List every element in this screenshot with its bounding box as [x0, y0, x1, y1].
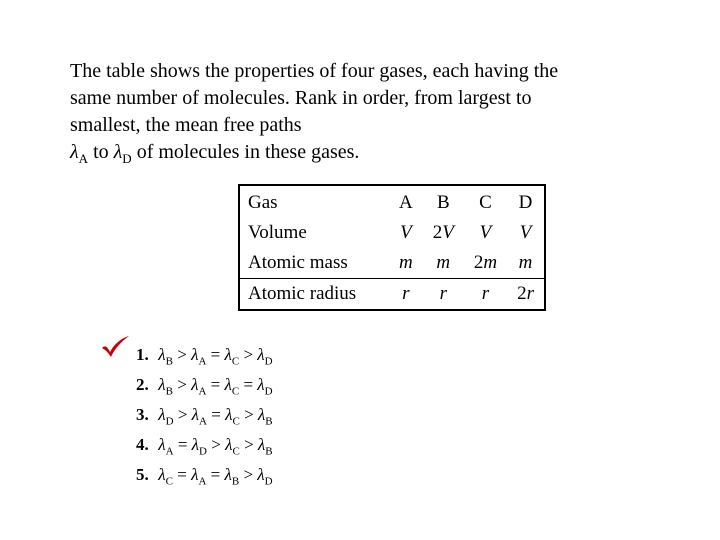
operator: = — [206, 465, 224, 484]
lambda-d-symbol: λ — [114, 141, 123, 163]
cell-radius-d: 2r — [507, 278, 545, 310]
answer-expression: λA = λD > λC > λB — [158, 435, 272, 454]
lambda-subscript: D — [265, 385, 273, 397]
operator: = — [239, 375, 257, 394]
lambda-subscript: D — [265, 355, 273, 367]
answer-expression: λC = λA = λB > λD — [158, 465, 272, 484]
cell-volume-b: 2V — [423, 218, 464, 248]
lambda-subscript: B — [265, 415, 272, 427]
cell-radius-a: r — [389, 278, 423, 310]
table-header-d: D — [507, 185, 545, 218]
question-line4: of molecules in these gases. — [137, 141, 360, 163]
table-label-mass: Atomic mass — [239, 248, 389, 279]
cell-volume-a: V — [389, 218, 423, 248]
lambda-symbol: λ — [257, 345, 264, 364]
table-row-volume: Volume V 2V V V — [239, 218, 545, 248]
table-header-a: A — [389, 185, 423, 218]
operator: > — [174, 405, 192, 424]
gas-table-wrap: Gas A B C D Volume V 2V V V Atomic mass … — [238, 184, 650, 311]
lambda-subscript: B — [166, 355, 173, 367]
lambda-d-sub: D — [122, 151, 131, 166]
lambda-symbol: λ — [192, 435, 199, 454]
answer-number: 4. — [136, 431, 154, 460]
cell-radius-b: r — [423, 278, 464, 310]
lambda-symbol: λ — [158, 405, 165, 424]
lambda-subscript: B — [265, 445, 272, 457]
answer-expression: λB > λA = λC > λD — [158, 345, 272, 364]
answer-option-1: 1. λB > λA = λC > λD — [100, 341, 650, 371]
answer-option-3: 3. λD > λA = λC > λB — [100, 401, 650, 431]
operator: = — [206, 345, 224, 364]
question-text: The table shows the properties of four g… — [70, 58, 560, 168]
answer-option-4: 4. λA = λD > λC > λB — [100, 431, 650, 461]
lambda-subscript: D — [265, 475, 273, 487]
lambda-symbol: λ — [158, 375, 165, 394]
table-header-c: C — [464, 185, 507, 218]
answer-expression: λD > λA = λC > λB — [158, 405, 272, 424]
lambda-range: λA to λD — [70, 141, 137, 163]
cell-mass-c: 2m — [464, 248, 507, 279]
table-row-mass: Atomic mass m m 2m m — [239, 248, 545, 279]
lambda-symbol: λ — [224, 345, 231, 364]
answer-number: 3. — [136, 401, 154, 430]
answer-number: 2. — [136, 371, 154, 400]
lambda-subscript: A — [166, 445, 174, 457]
operator: > — [173, 375, 191, 394]
question-line1: The table shows the properties of four g… — [70, 60, 474, 82]
answer-expression: λB > λA = λC = λD — [158, 375, 272, 394]
lambda-subscript: D — [199, 445, 207, 457]
lambda-subscript: C — [232, 445, 239, 457]
table-label-volume: Volume — [239, 218, 389, 248]
operator: > — [239, 345, 257, 364]
cell-radius-c: r — [464, 278, 507, 310]
cell-mass-a: m — [389, 248, 423, 279]
operator: = — [206, 375, 224, 394]
lambda-subscript: B — [166, 385, 173, 397]
lambda-symbol: λ — [158, 345, 165, 364]
lambda-subscript: C — [232, 415, 239, 427]
lambda-symbol: λ — [224, 375, 231, 394]
answer-number: 1. — [136, 341, 154, 370]
table-label-radius: Atomic radius — [239, 278, 389, 310]
table-header-row: Gas A B C D — [239, 185, 545, 218]
answer-list: 1. λB > λA = λC > λD2. λB > λA = λC = λD… — [100, 341, 650, 491]
table-header-gas: Gas — [239, 185, 389, 218]
to-word: to — [88, 141, 114, 163]
lambda-symbol: λ — [158, 465, 165, 484]
lambda-symbol: λ — [192, 405, 199, 424]
checkmark-icon — [98, 335, 130, 359]
cell-volume-d: V — [507, 218, 545, 248]
answer-option-5: 5. λC = λA = λB > λD — [100, 461, 650, 491]
cell-volume-c: V — [464, 218, 507, 248]
answer-number: 5. — [136, 461, 154, 490]
answer-option-2: 2. λB > λA = λC = λD — [100, 371, 650, 401]
operator: = — [173, 465, 191, 484]
operator: > — [173, 345, 191, 364]
operator: = — [207, 405, 225, 424]
table-header-b: B — [423, 185, 464, 218]
table-row-radius: Atomic radius r r r 2r — [239, 278, 545, 310]
lambda-a-sub: A — [79, 151, 88, 166]
lambda-symbol: λ — [224, 465, 231, 484]
lambda-subscript: C — [166, 475, 173, 487]
gas-table: Gas A B C D Volume V 2V V V Atomic mass … — [238, 184, 546, 311]
operator: > — [240, 435, 258, 454]
lambda-subscript: A — [199, 415, 207, 427]
cell-mass-b: m — [423, 248, 464, 279]
operator: > — [207, 435, 225, 454]
lambda-a-symbol: λ — [70, 141, 79, 163]
cell-mass-d: m — [507, 248, 545, 279]
operator: > — [240, 405, 258, 424]
operator: > — [239, 465, 257, 484]
operator: = — [174, 435, 192, 454]
lambda-symbol: λ — [257, 465, 264, 484]
lambda-subscript: D — [166, 415, 174, 427]
lambda-symbol: λ — [158, 435, 165, 454]
lambda-symbol: λ — [257, 375, 264, 394]
